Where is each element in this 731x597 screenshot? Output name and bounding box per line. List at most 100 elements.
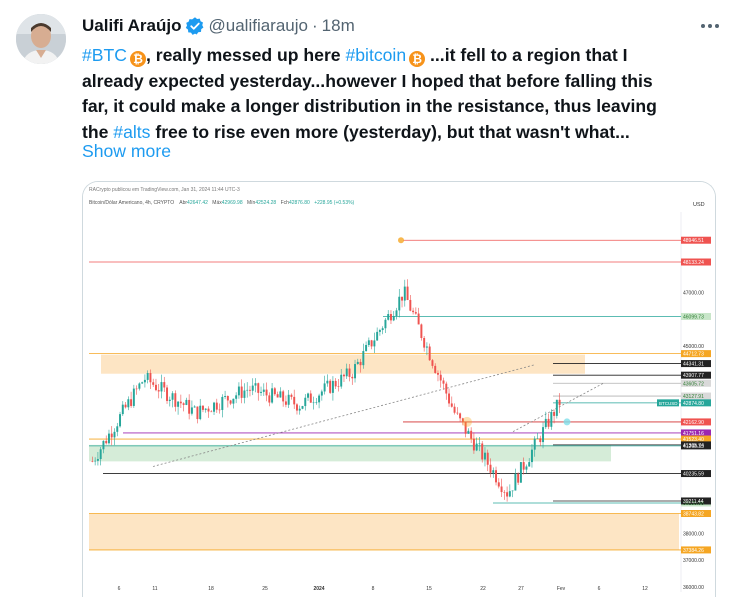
- candle-body: [121, 404, 124, 415]
- candle-body: [356, 361, 359, 365]
- hashtag-bitcoin[interactable]: #bitcoin: [345, 45, 407, 65]
- candle-body: [152, 382, 155, 385]
- price-axis-label: 41268.33: [683, 444, 704, 450]
- candle-body: [376, 331, 379, 341]
- candle-body: [235, 395, 238, 399]
- candle-body: [472, 438, 475, 451]
- ohlc-open-label: Abr: [179, 200, 187, 206]
- candle-body: [229, 400, 232, 404]
- price-axis-label: 42162.90: [683, 420, 704, 426]
- candle-body: [519, 462, 522, 483]
- candle-body: [318, 395, 321, 403]
- price-level-tag: [681, 379, 711, 387]
- candle-body: [497, 482, 500, 487]
- candle-body: [226, 395, 229, 401]
- avatar-image: [16, 14, 66, 64]
- candle-body: [91, 461, 94, 462]
- candle-body: [384, 319, 387, 329]
- candle-body: [412, 310, 415, 313]
- candle-body: [558, 399, 561, 406]
- candle-body: [248, 389, 251, 391]
- candle-body: [525, 466, 528, 470]
- candle-body: [320, 391, 323, 396]
- candle-body: [138, 383, 141, 389]
- ohlc-high: 42969.98: [222, 200, 243, 206]
- candle-body: [196, 406, 199, 420]
- price-level-tag: [681, 360, 711, 368]
- trendline: [512, 383, 604, 432]
- candle-body: [340, 374, 343, 387]
- candle-body: [406, 286, 409, 300]
- candle-body: [425, 346, 428, 348]
- candle-body: [547, 418, 550, 427]
- more-options-icon[interactable]: [698, 17, 722, 35]
- ohlc-low-label: Mín: [247, 200, 256, 206]
- x-axis-label: 15: [426, 586, 432, 592]
- price-axis-label: 45000.00: [683, 344, 704, 350]
- tweet-media-chart[interactable]: 48946.51 48133.24 47000.00 46099.73 45000.00…: [82, 181, 716, 597]
- hashtag-btc[interactable]: #BTC: [82, 45, 127, 65]
- candle-body: [359, 361, 362, 366]
- tweet-timestamp[interactable]: 18m: [321, 16, 355, 35]
- candle-body: [135, 388, 138, 390]
- author-handle[interactable]: @ualifiaraujo: [208, 16, 308, 35]
- price-axis-label: 39211.44: [683, 499, 704, 505]
- candle-body: [265, 389, 268, 396]
- price-axis-label: 43127.91: [683, 394, 704, 400]
- price-axis-label: 41751.16: [683, 431, 704, 437]
- x-axis-label: 8: [372, 586, 375, 592]
- candle-body: [154, 384, 157, 391]
- x-axis-label: 6: [598, 586, 601, 592]
- avatar[interactable]: [16, 14, 66, 64]
- candle-body: [420, 324, 423, 339]
- candle-body: [431, 360, 434, 366]
- candle-body: [511, 490, 514, 492]
- candle-body: [365, 344, 368, 352]
- current-marker: [563, 418, 571, 426]
- candle-body: [495, 470, 498, 483]
- bitcoin-emoji-icon: ₿: [409, 51, 426, 67]
- candle-body: [387, 314, 390, 320]
- candle-body: [99, 449, 102, 460]
- candle-body: [221, 396, 224, 410]
- price-level-tag: [681, 399, 711, 407]
- candle-body: [157, 390, 160, 392]
- candle-body: [398, 296, 401, 311]
- candle-body: [213, 402, 216, 412]
- hashtag-alts[interactable]: #alts: [113, 121, 151, 142]
- candle-body: [295, 404, 298, 411]
- tradingview-chart: 48946.51 48133.24 47000.00 46099.73 45000.00…: [83, 182, 715, 597]
- x-axis-label: 22: [480, 586, 486, 592]
- price-level-tag: [681, 497, 711, 505]
- price-axis-label: 40235.59: [683, 472, 704, 478]
- candle-body: [160, 382, 163, 392]
- candle-body: [461, 418, 464, 423]
- price-axis-label: 48133.24: [683, 260, 704, 266]
- author-name[interactable]: Ualifi Araújo: [82, 16, 182, 35]
- candle-body: [553, 411, 556, 416]
- show-more-link[interactable]: Show more: [82, 141, 171, 161]
- candle-body: [105, 440, 108, 444]
- tweet-text-segment: free to rise even more (yesterday), but …: [150, 121, 630, 142]
- candle-body: [329, 380, 332, 393]
- price-level-tag: [681, 258, 711, 266]
- candle-body: [251, 385, 254, 391]
- candle-body: [207, 408, 210, 412]
- candle-body: [257, 383, 260, 393]
- candle-body: [210, 411, 213, 413]
- ohlc-high-label: Máx: [212, 200, 222, 206]
- candle-body: [315, 402, 318, 403]
- x-axis-label: 18: [208, 586, 214, 592]
- candle-body: [395, 310, 398, 317]
- price-axis-label: 37384.26: [683, 548, 704, 554]
- price-level-tag: [681, 236, 711, 244]
- price-level-tag: [681, 371, 711, 379]
- price-axis-label: 43907.77: [683, 373, 704, 379]
- candle-body: [334, 380, 337, 387]
- candle-body: [246, 389, 249, 391]
- candle-body: [414, 312, 417, 314]
- chart-symbol: Bitcoin/Dólar Americano, 4h, CRYPTO: [89, 200, 174, 206]
- price-axis-label: 46099.73: [683, 314, 704, 320]
- candle-body: [448, 393, 451, 404]
- candle-body: [370, 340, 373, 347]
